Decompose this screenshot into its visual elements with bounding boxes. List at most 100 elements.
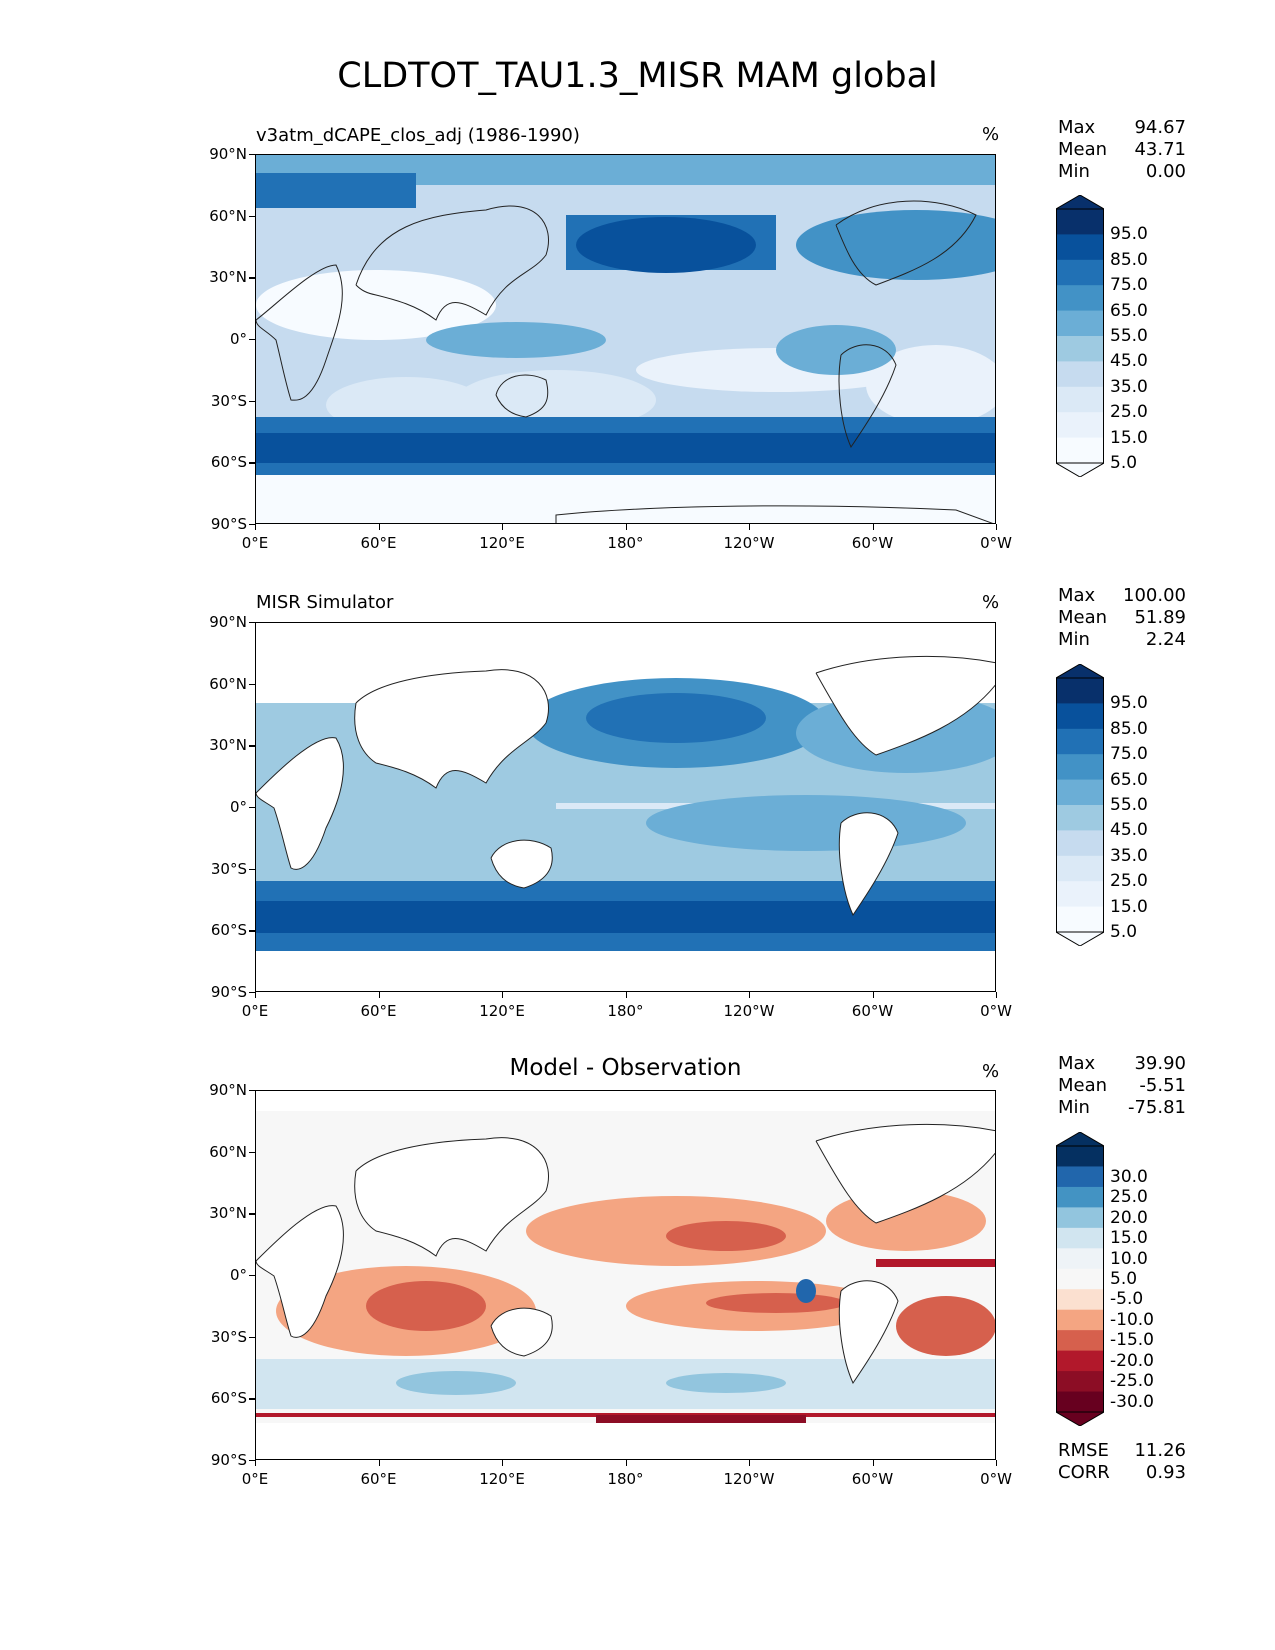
colorbar-tick-label: 85.0: [1110, 249, 1148, 270]
lat-tick-label: 60°S: [210, 453, 247, 472]
lat-tick-mark: [249, 622, 255, 624]
lat-tick-mark: [249, 462, 255, 464]
lat-tick-mark: [249, 215, 255, 217]
colorbar-extend-top: [1056, 195, 1104, 210]
rmse-value: 11.26: [1134, 1440, 1186, 1461]
lon-tick-mark: [378, 524, 380, 530]
mean-label: Mean: [1058, 139, 1108, 160]
colorbar-tick-label: 5.0: [1110, 922, 1138, 942]
lon-tick-label: 120°E: [479, 1470, 525, 1488]
lat-tick-label: 90°S: [210, 1451, 247, 1469]
lon-tick-mark: [996, 1460, 998, 1466]
lat-tick-label: 60°S: [210, 921, 247, 940]
colorbar-extend-bottom: [1056, 1411, 1104, 1426]
lat-tick-label: 30°S: [210, 1327, 247, 1346]
lon-tick-label: 0°E: [241, 534, 269, 552]
panel3-map: [255, 1090, 996, 1460]
panel2-units: %: [982, 592, 1000, 613]
colorbar-tick-label: -5.0: [1110, 1289, 1144, 1310]
lon-tick-mark: [872, 524, 874, 530]
colorbar-tick-label: -10.0: [1110, 1309, 1154, 1330]
colorbar-tick-label: -20.0: [1110, 1350, 1154, 1371]
min-label: Min: [1058, 1097, 1090, 1118]
panel2-stats: Max 100.00 Mean 51.89 Min 2.24: [1058, 585, 1186, 651]
min-value: 2.24: [1145, 629, 1186, 650]
lat-tick-label: 30°N: [209, 1204, 247, 1223]
colorbar-segment: [1056, 1227, 1104, 1249]
colorbar-extend-bottom: [1056, 462, 1104, 477]
lon-tick-label: 180°: [607, 534, 644, 552]
lat-tick-label: 0°: [229, 798, 247, 816]
colorbar-segment: [1056, 678, 1104, 704]
colorbar-tick-label: 25.0: [1110, 402, 1148, 423]
lon-tick-mark: [749, 1460, 751, 1466]
colorbar-segment: [1056, 779, 1104, 806]
colorbar-tick-label: 15.0: [1110, 896, 1148, 917]
colorbar-segment: [1056, 209, 1104, 235]
corr-label: CORR: [1058, 1462, 1110, 1483]
lon-tick-label: 0°E: [241, 1002, 269, 1020]
lon-tick-label: 0°W: [980, 534, 1012, 552]
colorbar-segment: [1056, 310, 1104, 337]
colorbar-tick-label: 85.0: [1110, 718, 1148, 739]
colorbar-segment: [1056, 805, 1104, 831]
lon-tick-mark: [996, 524, 998, 530]
lat-tick-mark: [249, 1090, 255, 1092]
lat-tick-label: 60°S: [210, 1389, 247, 1408]
colorbar-tick-label: 75.0: [1110, 744, 1148, 765]
colorbar-segment: [1056, 906, 1104, 933]
lon-tick-label: 120°W: [723, 1002, 775, 1020]
lat-tick-label: 90°S: [210, 515, 247, 533]
lon-tick-label: 0°E: [241, 1470, 269, 1488]
colorbar-tick-label: 45.0: [1110, 820, 1148, 841]
colorbar-segment: [1056, 412, 1104, 439]
max-label: Max: [1058, 117, 1096, 138]
mean-label: Mean: [1058, 607, 1108, 628]
colorbar-segment: [1056, 1166, 1104, 1188]
colorbar-segment: [1056, 1289, 1104, 1311]
lon-tick-label: 60°E: [360, 534, 397, 552]
lon-tick-label: 60°E: [360, 1002, 397, 1020]
lon-tick-label: 180°: [607, 1002, 644, 1020]
panel3-label: Model - Observation: [509, 1055, 742, 1081]
colorbar-tick-label: -15.0: [1110, 1330, 1154, 1351]
colorbar-segment: [1056, 1268, 1104, 1290]
colorbar-segment: [1056, 361, 1104, 388]
colorbar-tick-label: 95.0: [1110, 693, 1148, 714]
lon-tick-mark: [625, 524, 627, 530]
colorbar-outline: [1056, 208, 1104, 464]
colorbar-segment: [1056, 259, 1104, 286]
lon-tick-mark: [996, 992, 998, 998]
colorbar-tick-label: 75.0: [1110, 275, 1148, 296]
lat-tick-mark: [249, 1275, 255, 1277]
lon-tick-label: 60°W: [851, 534, 894, 552]
colorbar-extend-top: [1056, 1132, 1104, 1147]
figure-title: CLDTOT_TAU1.3_MISR MAM global: [337, 56, 938, 96]
colorbar-segment: [1056, 285, 1104, 312]
colorbar-tick-label: 55.0: [1110, 326, 1148, 346]
lat-tick-mark: [249, 683, 255, 685]
panel3-units: %: [982, 1061, 1000, 1082]
max-label: Max: [1058, 585, 1096, 606]
colorbar-outline: [1056, 1145, 1104, 1413]
lon-tick-mark: [625, 1460, 627, 1466]
lat-tick-label: 30°N: [209, 268, 247, 287]
colorbar-segment: [1056, 437, 1104, 464]
colorbar-tick-label: 10.0: [1110, 1248, 1148, 1269]
colorbar-tick-label: 30.0: [1110, 1166, 1148, 1187]
lat-tick-mark: [249, 400, 255, 402]
lon-tick-mark: [378, 1460, 380, 1466]
lat-tick-mark: [249, 930, 255, 932]
lon-tick-mark: [378, 992, 380, 998]
colorbar-segment: [1056, 830, 1104, 857]
mean-value: -5.51: [1139, 1075, 1186, 1096]
lon-tick-label: 60°W: [851, 1470, 894, 1488]
colorbar-segment: [1056, 1391, 1104, 1413]
colorbar-tick-label: 15.0: [1110, 1228, 1148, 1249]
colorbar-2: [1056, 664, 1104, 946]
lon-tick-mark: [255, 992, 257, 998]
lat-tick-mark: [249, 339, 255, 341]
max-label: Max: [1058, 1053, 1096, 1074]
colorbar-segment: [1056, 1309, 1104, 1331]
colorbar-segment: [1056, 1371, 1104, 1393]
